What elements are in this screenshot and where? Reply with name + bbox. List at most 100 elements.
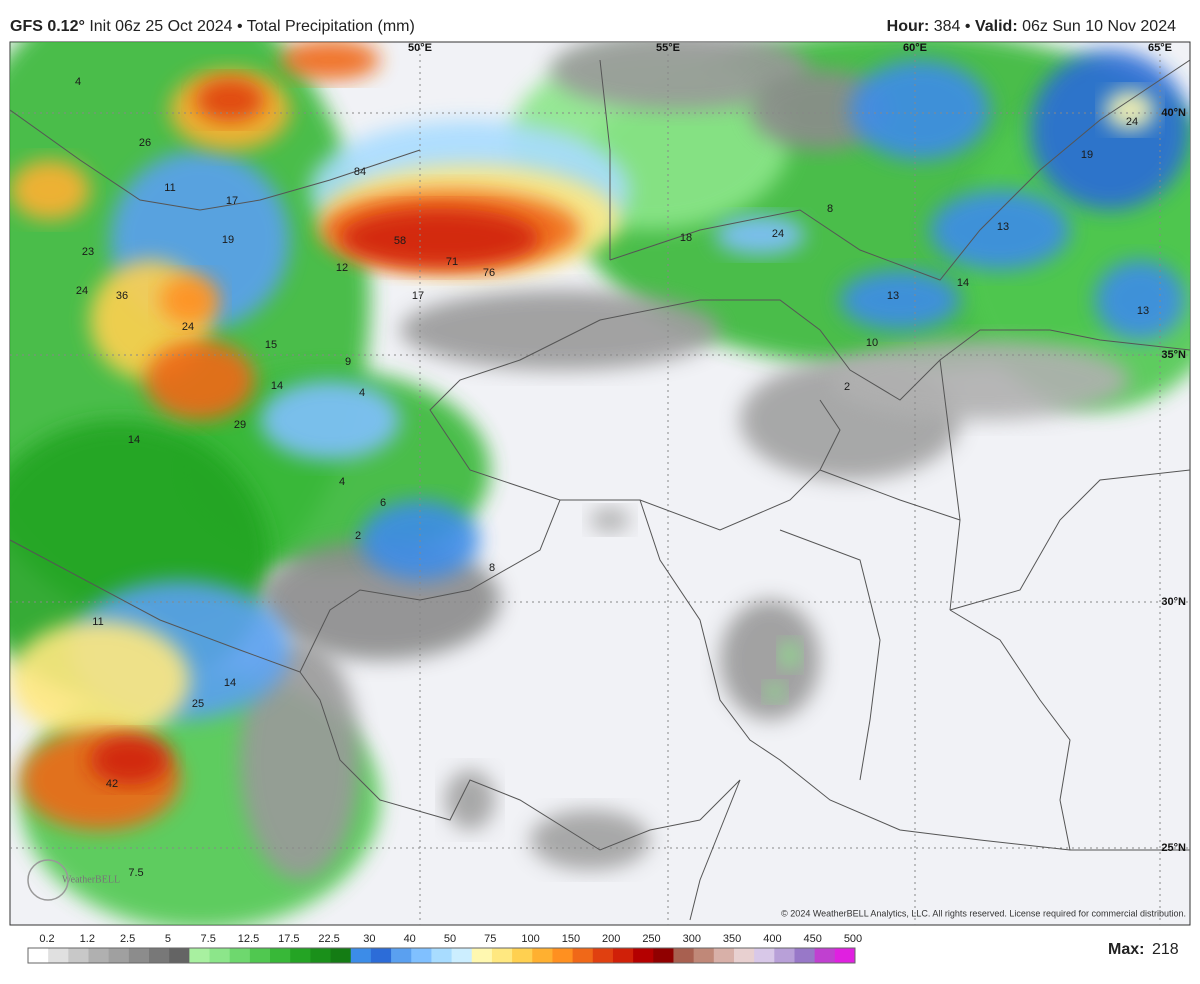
precip-value: 58 xyxy=(394,235,406,247)
header-left: GFS 0.12° Init 06z 25 Oct 2024 • Total P… xyxy=(10,18,415,35)
color-swatch xyxy=(653,948,674,963)
border xyxy=(10,299,1190,673)
precip-value: 2 xyxy=(844,381,850,393)
colorbar-tick: 250 xyxy=(642,933,660,945)
color-swatch xyxy=(149,948,170,963)
precip-value: 18 xyxy=(680,232,692,244)
precip-area xyxy=(10,160,90,220)
color-swatch xyxy=(270,948,291,963)
color-swatch xyxy=(532,948,553,963)
precip-value: 84 xyxy=(354,166,366,178)
colorbar-tick: 75 xyxy=(484,933,496,945)
precip-area xyxy=(850,60,990,160)
max-value: 218 xyxy=(1152,941,1179,958)
precip-value: 14 xyxy=(271,380,283,392)
lat-label: 35°N xyxy=(1161,349,1186,361)
colorbar-tick: 22.5 xyxy=(318,933,339,945)
colorbar-tick: 7.5 xyxy=(201,933,216,945)
precip-area xyxy=(260,380,400,460)
colorbar-tick: 12.5 xyxy=(238,933,259,945)
color-swatch xyxy=(209,948,231,963)
border xyxy=(599,59,611,260)
border xyxy=(609,59,1190,281)
precip-value: 2 xyxy=(355,530,361,542)
precip-area xyxy=(765,683,785,701)
color-swatch xyxy=(48,948,69,963)
precip-value: 4 xyxy=(75,76,81,88)
precip-value: 9 xyxy=(345,356,351,368)
logo: WeatherBELL xyxy=(62,874,120,885)
color-swatch xyxy=(350,948,372,963)
lat-label: 40°N xyxy=(1161,107,1186,119)
precip-area xyxy=(160,275,220,325)
precip-area xyxy=(550,42,810,110)
lat-label: 25°N xyxy=(1161,842,1186,854)
color-swatch xyxy=(713,948,735,963)
colorbar-tick: 500 xyxy=(844,933,862,945)
precip-area xyxy=(840,270,960,330)
color-swatch xyxy=(391,948,412,963)
colorbar-tick: 5 xyxy=(165,933,171,945)
precip-value: 12 xyxy=(336,262,348,274)
border xyxy=(299,671,701,851)
hour: 384 xyxy=(934,18,961,35)
precip-value: 10 xyxy=(866,337,878,349)
colorbar-tick: 30 xyxy=(363,933,375,945)
color-swatch xyxy=(612,948,634,963)
precip-value: 14 xyxy=(224,677,236,689)
precip-area xyxy=(780,641,800,669)
colorbar-tick: 2.5 xyxy=(120,933,135,945)
precip-value: 15 xyxy=(265,339,277,351)
color-swatch xyxy=(431,948,453,963)
color-swatch xyxy=(310,948,332,963)
precip-value: 76 xyxy=(483,267,495,279)
lat-label: 30°N xyxy=(1161,596,1186,608)
colorbar-frame xyxy=(27,947,856,964)
precip-value: 25 xyxy=(192,698,204,710)
precip-value: 26 xyxy=(139,137,151,149)
color-swatch xyxy=(249,948,271,963)
precip-value: 29 xyxy=(234,419,246,431)
precip-area xyxy=(750,70,890,150)
precip-value: 24 xyxy=(1126,116,1138,128)
precip-area xyxy=(90,735,170,785)
precip-area xyxy=(445,770,495,830)
color-swatch xyxy=(834,948,856,963)
copyright: © 2024 WeatherBELL Analytics, LLC. All r… xyxy=(781,908,1186,918)
precip-area xyxy=(340,208,540,268)
precip-value: 17 xyxy=(412,290,424,302)
border xyxy=(949,609,1071,851)
color-swatch xyxy=(330,948,352,963)
precip-area xyxy=(720,600,820,720)
precip-area xyxy=(830,340,1130,420)
init: Init 06z 25 Oct 2024 xyxy=(89,18,232,35)
border xyxy=(939,359,961,611)
map-labels: 50°E 55°E 60°E 65°E40°N35°N30°N25°N42611171… xyxy=(75,42,1186,879)
color-swatch xyxy=(693,948,715,963)
precip-value: 8 xyxy=(827,203,833,215)
hour-label: Hour: xyxy=(887,18,930,35)
precip-value: 8 xyxy=(489,562,495,574)
precip-value: 36 xyxy=(116,290,128,302)
precip-value: 24 xyxy=(772,228,784,240)
color-swatch xyxy=(633,948,654,963)
colorbar-tick: 40 xyxy=(404,933,416,945)
color-swatch xyxy=(572,948,594,963)
precip-value: 24 xyxy=(182,321,194,333)
border xyxy=(779,529,881,781)
border xyxy=(639,499,1190,851)
precip-value: 24 xyxy=(76,285,88,297)
color-swatch xyxy=(28,948,49,963)
colorbar-tick: 1.2 xyxy=(80,933,95,945)
border xyxy=(10,109,421,211)
color-swatch xyxy=(512,948,533,963)
color-swatch xyxy=(108,948,130,963)
color-swatch xyxy=(552,948,574,963)
precip-value: 13 xyxy=(1137,305,1149,317)
colorbar-tick: 50 xyxy=(444,933,456,945)
precip-value: 23 xyxy=(82,246,94,258)
valid: 06z Sun 10 Nov 2024 xyxy=(1022,18,1176,35)
precip-area xyxy=(400,290,720,370)
